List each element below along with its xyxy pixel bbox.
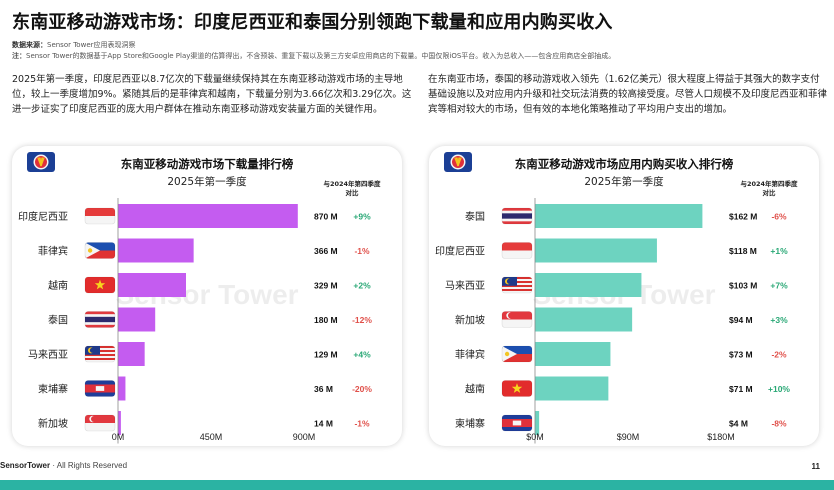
category-label: 越南 bbox=[48, 279, 68, 292]
x-tick-label: 900M bbox=[293, 432, 316, 442]
page-number: 11 bbox=[811, 462, 820, 471]
value-label: $103 M bbox=[729, 281, 757, 291]
downloads-summary: 2025年第一季度，印度尼西亚以8.7亿次的下载量继续保持其在东南亚移动游戏市场… bbox=[12, 74, 412, 115]
thailand-flag bbox=[501, 207, 533, 225]
bar bbox=[118, 411, 121, 435]
category-label: 马来西亚 bbox=[445, 280, 485, 292]
philippines-flag bbox=[84, 242, 116, 259]
bar bbox=[118, 342, 145, 366]
bar bbox=[535, 238, 657, 263]
category-label: 马来西亚 bbox=[28, 349, 68, 361]
value-label: 14 M bbox=[314, 419, 333, 429]
revenue-chart-panel: Sensor Tower东南亚移动游戏市场应用内购买收入排行榜2025年第一季度… bbox=[429, 146, 819, 446]
change-header: 与2024年第四季度 bbox=[323, 179, 381, 188]
footer-brand: SensorTower · All Rights Reserved bbox=[0, 461, 128, 470]
change-label: -1% bbox=[354, 419, 370, 429]
bar bbox=[535, 411, 540, 435]
bar bbox=[118, 307, 156, 332]
category-label: 新加坡 bbox=[38, 417, 68, 430]
change-label: +3% bbox=[770, 315, 788, 325]
change-header: 与2024年第四季度 bbox=[740, 179, 798, 188]
category-label: 菲律宾 bbox=[455, 348, 485, 361]
change-label: -2% bbox=[771, 350, 787, 360]
category-label: 新加坡 bbox=[455, 314, 485, 327]
x-tick-label: 450M bbox=[200, 432, 223, 442]
category-label: 柬埔寨 bbox=[455, 417, 485, 430]
downloads-chart-panel: Sensor Tower 东南亚移动游戏市场下载量排行榜 2025年第一季度 与202… bbox=[12, 146, 402, 446]
vietnam-flag bbox=[84, 276, 116, 294]
bar bbox=[535, 342, 611, 366]
bar bbox=[118, 273, 186, 297]
change-label: -20% bbox=[352, 384, 372, 394]
singapore-flag bbox=[84, 414, 116, 432]
change-label: +9% bbox=[353, 212, 371, 222]
bar bbox=[535, 376, 609, 401]
revenue-chart: Sensor Tower东南亚移动游戏市场应用内购买收入排行榜2025年第一季度… bbox=[435, 152, 798, 444]
category-label: 柬埔寨 bbox=[38, 383, 68, 396]
malaysia-flag bbox=[84, 345, 116, 363]
value-label: $4 M bbox=[729, 419, 748, 429]
category-label: 越南 bbox=[465, 383, 485, 396]
chart-subtitle: 2025年第一季度 bbox=[167, 175, 247, 188]
value-label: 329 M bbox=[314, 281, 338, 291]
indonesia-flag bbox=[501, 242, 533, 259]
revenue-summary: 在东南亚市场，泰国的移动游戏收入领先（1.62亿美元）很大程度上得益于其强大的数… bbox=[428, 74, 828, 115]
asean-logo-icon bbox=[27, 152, 55, 172]
change-label: +10% bbox=[768, 384, 790, 394]
change-label: -12% bbox=[352, 315, 372, 325]
change-label: +1% bbox=[770, 246, 788, 256]
change-header: 对比 bbox=[763, 188, 777, 197]
value-label: 36 M bbox=[314, 384, 333, 394]
change-header: 对比 bbox=[346, 188, 360, 197]
bar bbox=[118, 376, 126, 401]
bar bbox=[535, 204, 703, 228]
bar bbox=[118, 238, 194, 263]
x-tick-label: $90M bbox=[617, 432, 640, 442]
x-tick-label: 0M bbox=[112, 432, 125, 442]
thailand-flag bbox=[84, 311, 116, 328]
chart-subtitle: 2025年第一季度 bbox=[584, 175, 664, 188]
singapore-flag bbox=[501, 311, 533, 328]
change-label: +7% bbox=[770, 281, 788, 291]
x-tick-label: $180M bbox=[707, 432, 735, 442]
value-label: $71 M bbox=[729, 384, 753, 394]
change-label: +4% bbox=[353, 350, 371, 360]
category-label: 印度尼西亚 bbox=[435, 245, 485, 258]
data-source: 数据来源：Sensor Tower应用表现洞察 bbox=[12, 41, 136, 49]
value-label: $162 M bbox=[729, 212, 757, 222]
page-title: 东南亚移动游戏市场：印度尼西亚和泰国分别领跑下载量和应用内购买收入 bbox=[12, 12, 613, 33]
philippines-flag bbox=[501, 345, 533, 363]
vietnam-flag bbox=[501, 380, 533, 397]
chart-title: 东南亚移动游戏市场下载量排行榜 bbox=[121, 157, 294, 171]
category-label: 印度尼西亚 bbox=[18, 210, 68, 223]
change-label: -8% bbox=[771, 419, 787, 429]
bar bbox=[118, 204, 298, 228]
value-label: 870 M bbox=[314, 212, 338, 222]
category-label: 泰国 bbox=[48, 314, 68, 327]
asean-logo-icon bbox=[444, 152, 472, 172]
footer-bar bbox=[0, 480, 834, 490]
value-label: 366 M bbox=[314, 246, 338, 256]
value-label: 129 M bbox=[314, 350, 338, 360]
cambodia-flag bbox=[84, 380, 116, 397]
change-label: -1% bbox=[354, 246, 370, 256]
indonesia-flag bbox=[84, 207, 116, 225]
data-note: 注：Sensor Tower的数据基于App Store和Google Play… bbox=[12, 52, 616, 60]
change-label: +2% bbox=[353, 281, 371, 291]
bar bbox=[535, 273, 642, 297]
chart-title: 东南亚移动游戏市场应用内购买收入排行榜 bbox=[515, 157, 734, 171]
value-label: $118 M bbox=[729, 246, 757, 256]
category-label: 菲律宾 bbox=[38, 245, 68, 258]
category-label: 泰国 bbox=[465, 210, 485, 223]
value-label: $73 M bbox=[729, 350, 753, 360]
value-label: 180 M bbox=[314, 315, 338, 325]
x-tick-label: $0M bbox=[526, 432, 544, 442]
change-label: -6% bbox=[771, 212, 787, 222]
cambodia-flag bbox=[501, 414, 533, 432]
value-label: $94 M bbox=[729, 315, 753, 325]
malaysia-flag bbox=[501, 276, 533, 294]
bar bbox=[535, 307, 633, 332]
